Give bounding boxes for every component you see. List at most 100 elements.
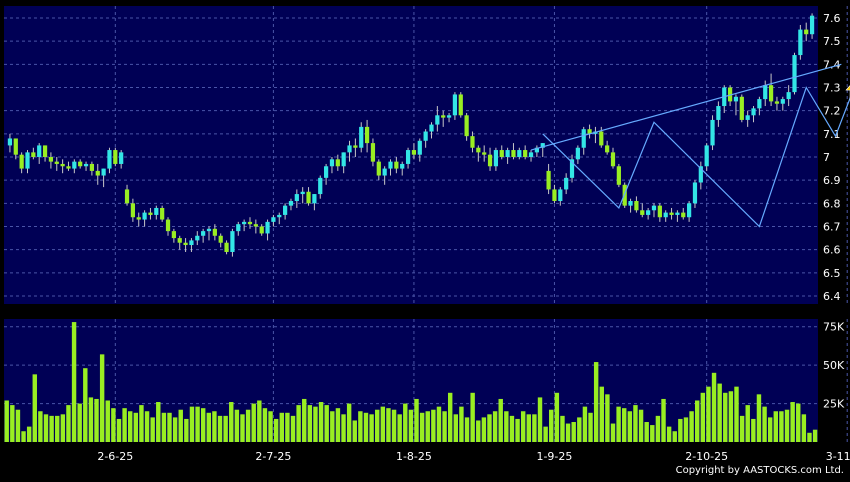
volume-bar: [330, 411, 335, 442]
volume-bar: [678, 418, 683, 442]
candle-body: [493, 150, 499, 167]
candle-body: [763, 85, 768, 100]
volume-bar: [15, 409, 21, 442]
candle-body: [335, 159, 340, 167]
candle-body: [400, 163, 405, 169]
volume-bar: [150, 417, 155, 442]
volume-bar: [532, 414, 537, 442]
volume-bar: [116, 418, 122, 442]
candle-body: [388, 161, 393, 169]
volume-bar: [105, 400, 110, 442]
volume-bar: [739, 415, 745, 442]
volume-bar: [504, 411, 509, 442]
volume-bar: [588, 412, 593, 442]
volume-bar: [526, 414, 531, 442]
candle-body: [482, 152, 487, 155]
candle-body: [294, 194, 299, 202]
candle-body: [745, 115, 750, 120]
volume-bar: [206, 412, 212, 442]
x-tick-label: 3-11-25: [826, 450, 850, 463]
volume-bar: [307, 405, 313, 442]
volume-bar: [644, 422, 649, 442]
candle-body: [95, 170, 100, 176]
candle-body: [78, 161, 83, 167]
candle-body: [224, 242, 229, 252]
candle-body: [83, 163, 89, 167]
candle-body: [212, 228, 217, 236]
volume-bar: [352, 420, 357, 442]
volume-bar: [784, 409, 790, 442]
volume-bar: [94, 398, 99, 442]
x-tick-label: 1-8-25: [396, 450, 432, 463]
candle-body: [323, 166, 329, 178]
candle-body: [329, 159, 335, 167]
candle-body: [634, 201, 639, 211]
volume-bar: [66, 405, 71, 442]
volume-bar: [627, 411, 633, 442]
volume-bar: [593, 362, 599, 442]
volume-bar: [375, 409, 380, 442]
volume-bar: [391, 409, 397, 442]
price-tick-label: 6.6: [823, 244, 841, 257]
candle-body: [517, 150, 522, 157]
candle-body: [692, 182, 698, 204]
volume-bar: [616, 406, 621, 442]
volume-bar: [610, 423, 616, 442]
x-tick-label: 1-9-25: [536, 450, 572, 463]
volume-bar: [189, 406, 195, 442]
candle-body: [230, 231, 235, 252]
candle-body: [505, 150, 510, 157]
volume-bar: [212, 411, 217, 442]
volume-bar: [55, 415, 60, 442]
candle-body: [113, 150, 118, 164]
volume-bar: [796, 403, 801, 442]
volume-bar: [582, 406, 588, 442]
volume-bar: [470, 392, 475, 442]
candle-body: [382, 168, 387, 176]
candle-body: [101, 168, 106, 176]
price-tick-label: 6.7: [823, 221, 841, 234]
candle-body: [160, 207, 165, 220]
volume-bar: [4, 400, 9, 442]
candle-body: [306, 191, 311, 204]
candle-body: [792, 55, 797, 93]
volume-bar: [408, 409, 414, 442]
volume-bar: [565, 423, 571, 442]
candle-body: [809, 15, 815, 35]
candle-body: [42, 145, 48, 157]
volume-bar: [655, 415, 661, 442]
candle-body: [528, 152, 534, 157]
volume-bar: [549, 409, 554, 442]
candle-body: [558, 189, 563, 202]
volume-tick-label: 75K: [823, 321, 845, 334]
candle-body: [19, 154, 24, 169]
candle-body: [698, 166, 703, 183]
volume-bar: [99, 354, 105, 442]
candle-body: [458, 94, 463, 116]
volume-bar: [369, 414, 374, 442]
candle-body: [107, 150, 112, 169]
candle-body: [341, 152, 346, 167]
volume-bar: [273, 418, 279, 442]
volume-bar: [509, 415, 515, 442]
volume-bar: [543, 426, 548, 442]
candle-body: [189, 240, 194, 246]
volume-bar: [414, 398, 419, 442]
volume-bar: [313, 406, 318, 442]
volume-bar: [262, 408, 268, 442]
volume-bar: [358, 411, 363, 442]
volume-bar: [60, 414, 66, 442]
candle-body: [253, 224, 258, 227]
volume-bar: [767, 417, 773, 442]
volume-bar: [133, 412, 139, 442]
candle-body: [663, 212, 668, 218]
volume-bar: [812, 429, 818, 442]
price-tick-label: 6.4: [823, 290, 841, 303]
candle-body: [242, 221, 247, 225]
candle-body: [605, 145, 610, 153]
candle-body: [312, 194, 317, 204]
volume-bar: [537, 397, 543, 442]
volume-bar: [571, 422, 576, 442]
candle-body: [687, 203, 692, 218]
candle-body: [318, 177, 323, 195]
